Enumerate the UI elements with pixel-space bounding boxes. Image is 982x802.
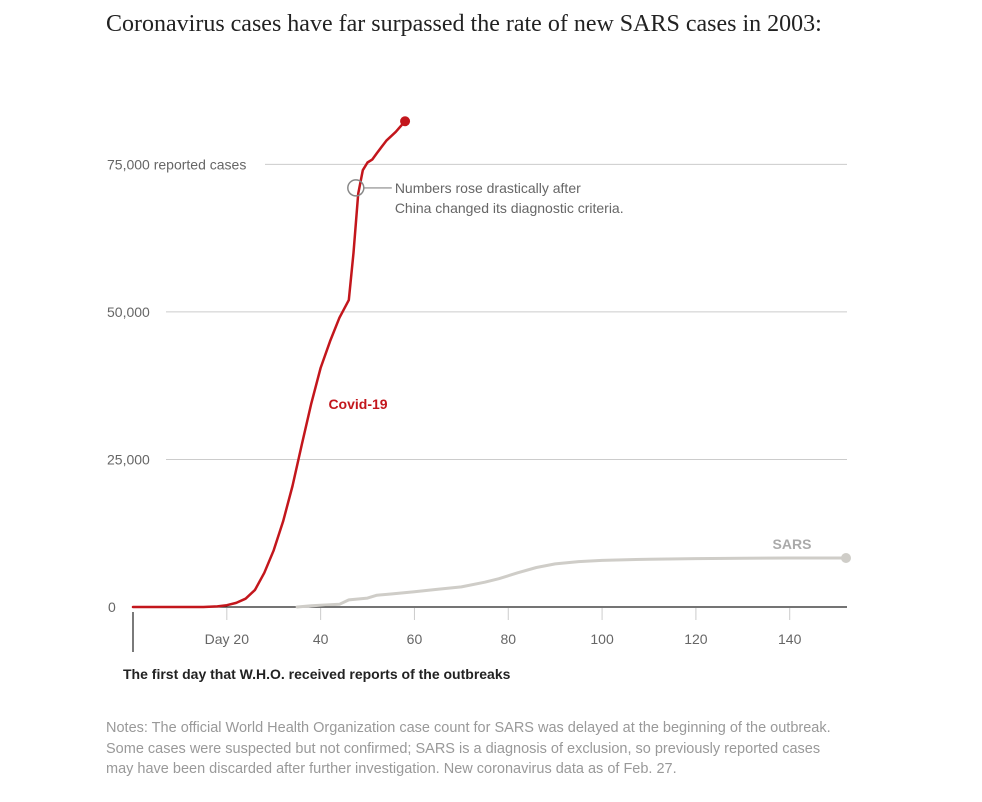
annotation-text-line2: China changed its diagnostic criteria. [395,200,624,216]
covid-label: Covid-19 [328,396,387,412]
annotation-circle [347,179,365,197]
sars-label: SARS [773,536,812,552]
y-gridline-label: 75,000 reported cases [107,156,246,172]
y-gridline-label: 0 [108,599,116,615]
chart-notes: Notes: The official World Health Organiz… [106,720,831,777]
origin-note: The first day that W.H.O. received repor… [123,666,511,682]
annotation-text-line1: Numbers rose drastically after [395,180,581,196]
chart-title: Coronavirus cases have far surpassed the… [106,11,822,37]
x-tick-label: 120 [684,631,708,647]
x-tick-label: Day 20 [205,631,250,647]
covid-endpoint [400,116,411,127]
x-tick-label: 40 [313,631,329,647]
sars-line [295,556,848,609]
x-tick-label: 140 [778,631,802,647]
x-tick-label: 100 [590,631,614,647]
x-tick-label: 80 [500,631,516,647]
y-gridline-label: 50,000 [107,304,150,320]
y-gridline-label: 25,000 [107,451,150,467]
chart-svg: 0 25,000 50,000 75,000 reported cases Day 20… [107,116,851,682]
sars-endpoint [841,553,851,564]
covid-line [131,119,407,609]
x-tick-label: 60 [407,631,423,647]
